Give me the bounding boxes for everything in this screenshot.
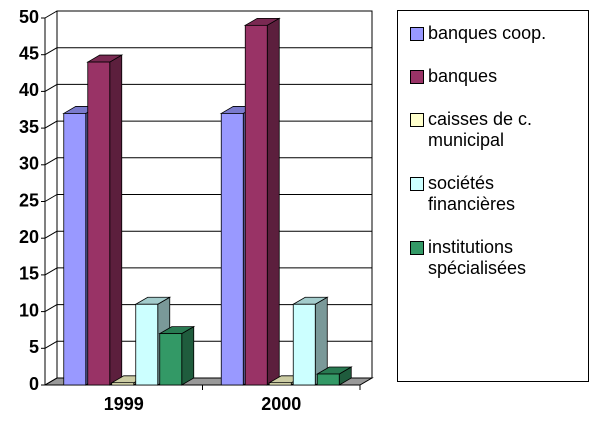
- bar: [244, 24, 268, 386]
- bar-side: [109, 54, 123, 386]
- bar: [87, 61, 111, 386]
- bar: [159, 333, 183, 386]
- grid-line-side: [44, 194, 58, 202]
- bar: [220, 113, 244, 386]
- legend-item: caisses de c. municipal: [410, 109, 582, 151]
- grid-line-side: [44, 377, 58, 386]
- bar: [268, 382, 292, 386]
- bar-side: [266, 17, 280, 386]
- grid-line-side: [44, 304, 58, 313]
- bar-side: [181, 325, 195, 386]
- legend-label: banques coop.: [428, 23, 547, 43]
- y-tick-label: 30: [19, 154, 39, 174]
- y-tick-label: 20: [19, 227, 39, 247]
- grid-line-side: [44, 47, 58, 56]
- y-tick-label: 25: [19, 190, 39, 210]
- legend-swatch: [410, 177, 424, 191]
- y-tick-label: 10: [19, 300, 39, 320]
- grid-line-side: [44, 230, 58, 239]
- y-tick-label: 40: [19, 80, 39, 100]
- y-tick-label: 0: [29, 374, 39, 394]
- grid-line-side: [44, 120, 58, 129]
- bar: [63, 113, 87, 386]
- x-tick-label: 2000: [261, 394, 301, 414]
- legend: banques coop. banques caisses de c. munici…: [397, 10, 589, 382]
- legend-label: sociétés financières: [428, 173, 516, 214]
- legend-item: banques: [410, 66, 582, 87]
- y-tick-label: 15: [19, 264, 39, 284]
- bar: [292, 303, 316, 386]
- y-tick-label: 35: [19, 117, 39, 137]
- y-tick-label: 5: [29, 337, 39, 357]
- y-tick-label: 50: [19, 7, 39, 27]
- bar: [135, 303, 159, 386]
- legend-swatch: [410, 113, 424, 127]
- bar: [316, 373, 340, 386]
- grid-line-side: [44, 340, 58, 349]
- legend-swatch: [410, 70, 424, 84]
- legend-label: institutions spécialisées: [428, 237, 527, 278]
- grid-line-side: [44, 10, 58, 19]
- x-tick-label: 1999: [104, 394, 144, 414]
- grid-line-side: [44, 83, 58, 92]
- legend-swatch: [410, 241, 424, 255]
- legend-swatch: [410, 27, 424, 41]
- grid-line-side: [44, 267, 58, 276]
- legend-item: banques coop.: [410, 23, 582, 44]
- legend-label: caisses de c. municipal: [428, 109, 533, 150]
- y-tick-label: 45: [19, 43, 39, 63]
- legend-item: sociétés financières: [410, 173, 582, 215]
- grid-line-side: [44, 157, 58, 166]
- legend-label: banques: [428, 66, 498, 86]
- bar: [111, 382, 135, 386]
- legend-item: institutions spécialisées: [410, 237, 582, 279]
